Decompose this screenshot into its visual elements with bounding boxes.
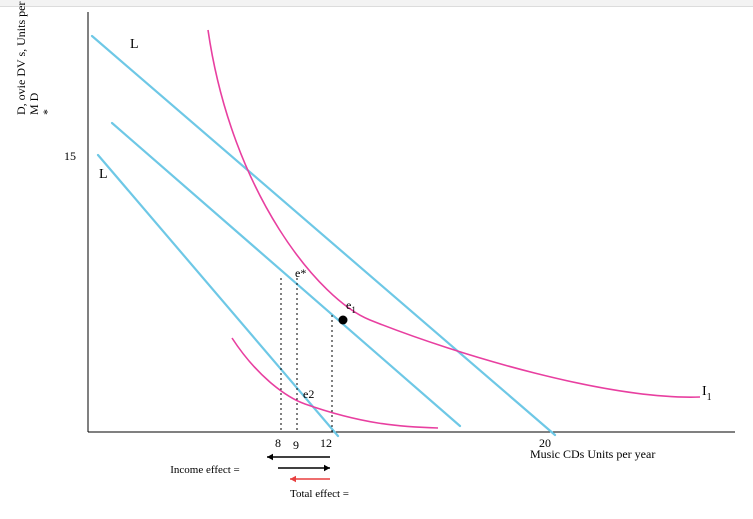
point-label: e1 — [346, 298, 356, 315]
income-effect-label: Income effect = — [170, 464, 240, 476]
point-label: e* — [295, 266, 306, 280]
income-effect-arrow-head — [324, 465, 330, 472]
x-tick-label: 8 — [275, 436, 281, 450]
x-tick-label: 12 — [320, 436, 332, 450]
y-tick-label: 15 — [64, 149, 76, 163]
indifference-curve-label: I1 — [702, 384, 712, 403]
indifference-curve — [208, 30, 700, 397]
budget-line — [112, 123, 460, 426]
budget-line-label: L — [99, 167, 108, 182]
substitution-effect-arrow-head — [267, 454, 273, 461]
indifference-curve — [232, 338, 438, 428]
y-axis-label: D, ovie DV s, Units per yearM D* — [14, 0, 54, 115]
equilibrium-point — [339, 316, 348, 325]
budget-line — [98, 155, 338, 436]
point-label: e2 — [303, 387, 314, 401]
total-effect-arrow-head — [290, 476, 296, 483]
economics-diagram: Music CDs Units per yearD, ovie DV s, Un… — [0, 0, 753, 519]
budget-line — [92, 36, 555, 435]
budget-line-label: L — [130, 37, 139, 52]
total-effect-label: Total effect = — [290, 488, 349, 500]
x-tick-label: 9 — [293, 438, 299, 452]
x-tick-label: 20 — [539, 436, 551, 450]
